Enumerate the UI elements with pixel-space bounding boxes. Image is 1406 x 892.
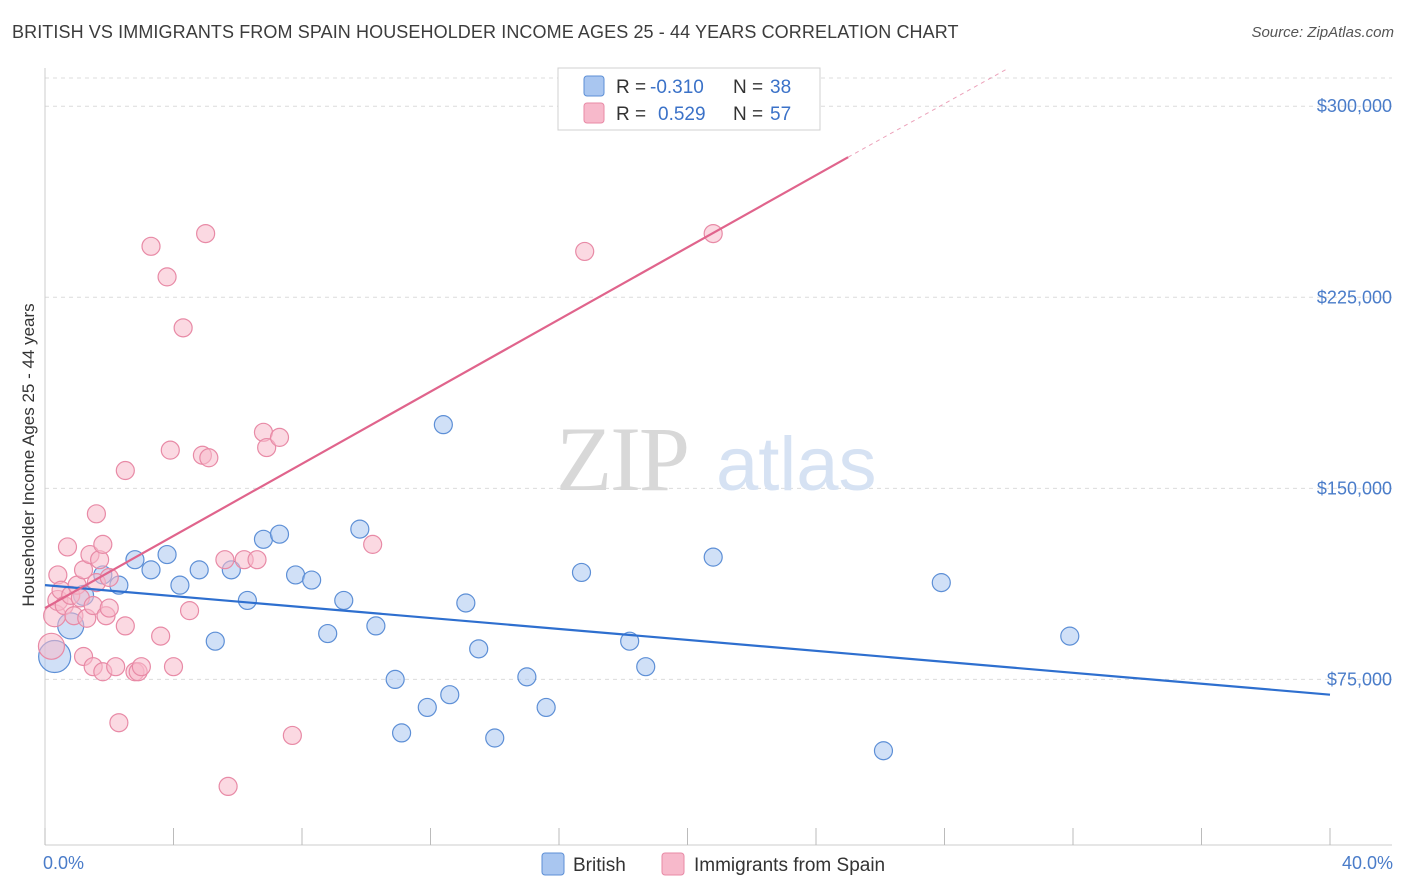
spain-point — [115, 616, 135, 636]
spain-point — [106, 657, 126, 677]
british-point — [703, 547, 723, 567]
spain-trend-line-extension — [847, 67, 1009, 158]
spain-point — [257, 437, 277, 458]
spain-point — [86, 504, 107, 524]
spain-trend-line — [44, 156, 849, 610]
spain-point — [160, 440, 180, 460]
x-tick-labels: 0.0% 40.0% — [43, 853, 1393, 873]
british-point — [571, 562, 592, 583]
spain-point — [247, 550, 267, 570]
axes — [44, 68, 1392, 846]
y-axis-label: Householder Income Ages 25 - 44 years — [19, 303, 38, 606]
british-point — [517, 667, 537, 687]
spain-point — [179, 601, 200, 621]
spain-point — [218, 776, 238, 797]
british-point — [302, 570, 322, 590]
spain-point — [93, 534, 113, 554]
x-tick-label: 0.0% — [43, 853, 84, 873]
spain-point — [131, 657, 151, 677]
british-point — [157, 544, 177, 565]
legend-swatch-british — [583, 75, 605, 97]
watermark-atlas: atlas — [716, 422, 877, 507]
british-point — [433, 415, 453, 435]
british-point — [636, 657, 656, 677]
spain-point — [363, 534, 383, 554]
spain-point — [141, 236, 161, 256]
british-point — [205, 631, 225, 651]
british-point — [269, 524, 290, 544]
spain-point — [157, 267, 177, 287]
x-tick-label: 40.0% — [1342, 853, 1393, 873]
british-point — [417, 697, 437, 718]
spain-point — [199, 448, 219, 468]
british-point — [1060, 626, 1080, 646]
spain-point — [269, 427, 290, 447]
spain-point — [115, 460, 135, 481]
y-tick-labels: $75,000 $150,000 $225,000 $300,000 — [1317, 96, 1392, 689]
spain-point — [163, 657, 184, 677]
y-tick-label: $75,000 — [1327, 669, 1392, 689]
british-point — [440, 685, 460, 705]
spain-point — [109, 713, 129, 733]
spain-point — [173, 318, 193, 338]
spain-point — [151, 626, 171, 646]
spain-point — [57, 537, 78, 557]
spain-point — [215, 550, 235, 570]
chart-title: BRITISH VS IMMIGRANTS FROM SPAIN HOUSEHO… — [12, 22, 959, 42]
legend-british-n-value: 38 — [770, 77, 791, 98]
y-tick-label: $225,000 — [1317, 287, 1392, 307]
british-point — [469, 639, 489, 659]
british-trend-line — [44, 584, 1331, 696]
british-point — [931, 573, 951, 593]
british-point — [620, 631, 640, 651]
legend-british-r-value: -0.310 — [650, 77, 704, 98]
trend-lines — [44, 67, 1331, 696]
legend-british-n-label: N = — [733, 77, 763, 98]
y-tick-label: $150,000 — [1317, 478, 1392, 498]
legend-bottom-swatch-spain — [661, 852, 685, 876]
legend-spain-n-label: N = — [733, 104, 763, 125]
british-point — [350, 519, 370, 539]
legend-spain-r-value: 0.529 — [658, 104, 706, 125]
legend-bottom: British Immigrants from Spain — [541, 852, 885, 876]
spain-point — [99, 598, 119, 618]
british-point — [170, 575, 190, 595]
british-point — [285, 565, 306, 585]
gridlines — [45, 77, 1392, 680]
british-point — [318, 623, 338, 644]
british-point — [141, 560, 161, 580]
chart-source: Source: ZipAtlas.com — [1251, 24, 1394, 41]
spain-point — [282, 725, 302, 746]
spain-point — [196, 223, 216, 244]
legend-bottom-label-british: British — [573, 855, 626, 876]
watermark: ZIP atlas — [556, 408, 877, 510]
legend-british-r-label: R = — [616, 77, 646, 98]
spain-point — [575, 241, 595, 262]
legend-bottom-label-spain: Immigrants from Spain — [694, 855, 885, 876]
british-point — [385, 669, 405, 690]
british-point — [253, 529, 274, 549]
legend-spain-n-value: 57 — [770, 104, 791, 125]
spain-point — [37, 632, 66, 660]
british-point — [366, 616, 386, 636]
legend-top: R = -0.310 N = 38 R = 0.529 N = 57 — [557, 67, 821, 131]
british-point — [334, 590, 354, 611]
legend-bottom-swatch-british — [541, 852, 565, 876]
british-point — [485, 728, 505, 748]
british-point — [456, 593, 476, 613]
y-tick-label: $300,000 — [1317, 96, 1392, 116]
british-point — [873, 741, 894, 761]
data-points — [37, 223, 1080, 797]
british-point — [237, 590, 257, 611]
legend-swatch-spain — [583, 102, 605, 124]
british-point — [391, 723, 412, 743]
watermark-zip: ZIP — [556, 408, 688, 510]
legend-spain-r-label: R = — [616, 104, 646, 125]
british-point — [536, 697, 556, 718]
british-point — [189, 560, 209, 580]
